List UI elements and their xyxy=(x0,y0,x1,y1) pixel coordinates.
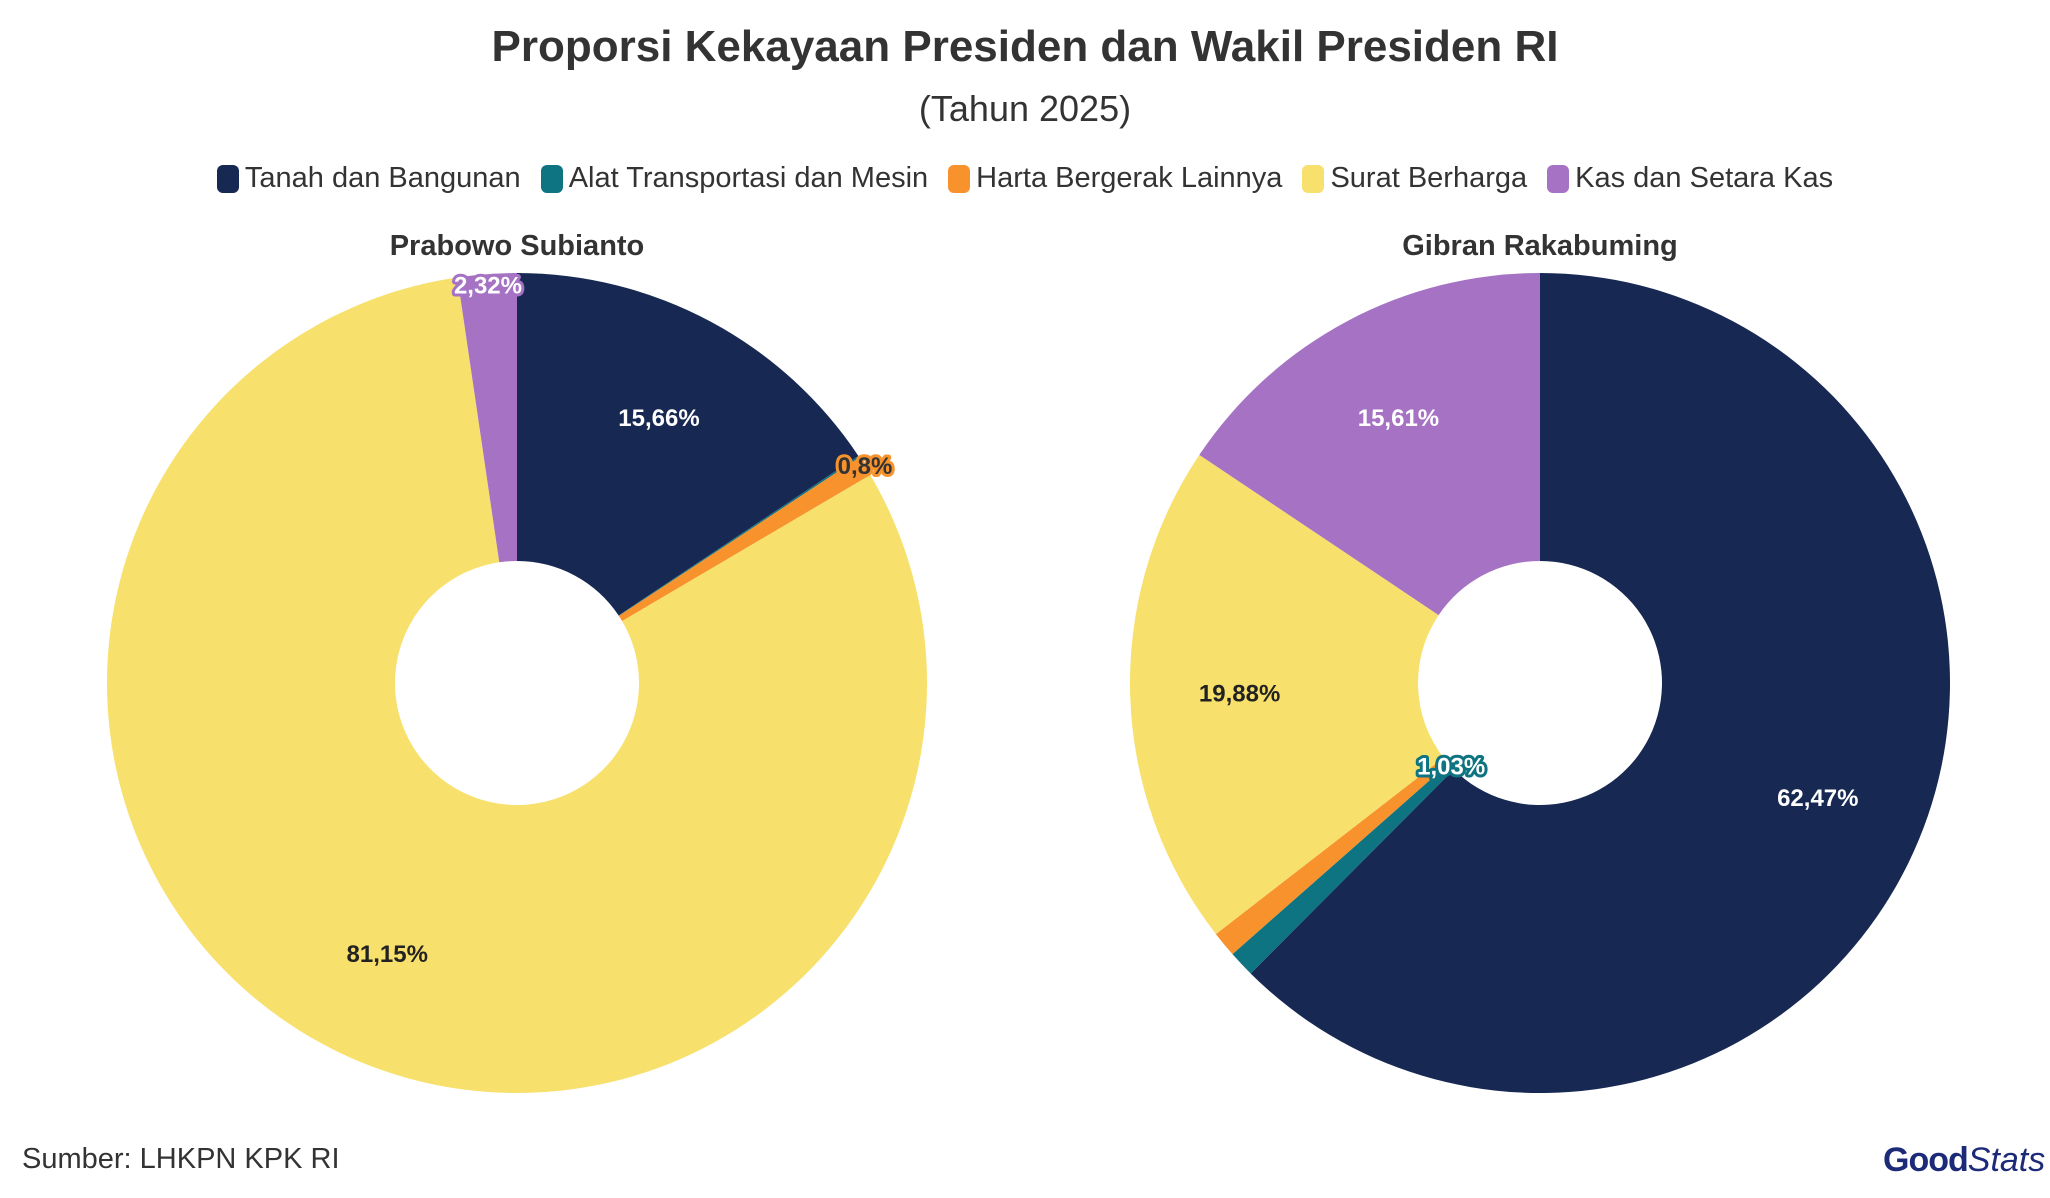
data-label-surat-berharga: 19,88% xyxy=(1199,680,1280,707)
legend-item-kas[interactable]: Kas dan Setara Kas xyxy=(1547,162,1833,195)
donut-chart-prabowo-subianto: Prabowo Subianto 15,66% 0,8% 81,15% 2,32% xyxy=(107,230,927,1093)
slice-alat-transportasi-dan-mesin[interactable] xyxy=(1232,763,1454,974)
slice-kas-dan-setara-kas[interactable] xyxy=(457,273,517,563)
legend-item-tanah[interactable]: Tanah dan Bangunan xyxy=(216,162,521,195)
data-label-surat-berharga: 81,15% xyxy=(347,941,428,968)
legend-label: Alat Transportasi dan Mesin xyxy=(568,162,929,194)
data-label-tanah-dan-bangunan: 62,47% xyxy=(1777,785,1858,812)
donut-title: Prabowo Subianto xyxy=(390,230,645,262)
source-note: Sumber: LHKPN KPK RI xyxy=(22,1143,340,1175)
slice-harta-bergerak-lainnya[interactable] xyxy=(1215,757,1449,955)
slice-kas-dan-setara-kas[interactable] xyxy=(1199,273,1540,616)
chart-title: Proporsi Kekayaan Presiden dan Wakil Pre… xyxy=(491,22,1559,71)
slice-harta-bergerak-lainnya[interactable] xyxy=(618,457,871,622)
slice-tanah-dan-bangunan[interactable] xyxy=(1250,273,1951,1094)
logo-part-good: Good xyxy=(1883,1141,1969,1179)
logo-part-stats: Stats xyxy=(1967,1141,2046,1179)
slice-tanah-dan-bangunan[interactable] xyxy=(517,273,859,616)
donut-title: Gibran Rakabuming xyxy=(1402,230,1678,262)
goodstats-logo: Good Stats xyxy=(1883,1130,2045,1180)
legend: Tanah dan Bangunan Alat Transportasi dan… xyxy=(0,162,2050,195)
legend-item-surat-berharga[interactable]: Surat Berharga xyxy=(1302,162,1527,195)
legend-swatch xyxy=(948,164,971,193)
legend-label: Kas dan Setara Kas xyxy=(1575,162,1834,194)
legend-swatch xyxy=(1302,164,1325,193)
data-label-harta-bergerak-lainnya: 0,8% xyxy=(838,453,893,480)
data-label-kas-dan-setara-kas: 2,32% xyxy=(454,273,522,300)
legend-label: Tanah dan Bangunan xyxy=(244,162,521,194)
legend-swatch xyxy=(1547,164,1570,193)
chart-subtitle: (Tahun 2025) xyxy=(918,88,1132,129)
slice-surat-berharga[interactable] xyxy=(107,277,927,1093)
data-label-tanah-dan-bangunan: 15,66% xyxy=(618,405,699,432)
legend-item-harta-bergerak[interactable]: Harta Bergerak Lainnya xyxy=(948,162,1282,195)
legend-label: Surat Berharga xyxy=(1330,162,1528,194)
slice-alat-transportasi-dan-mesin[interactable] xyxy=(618,455,860,616)
legend-item-transportasi[interactable]: Alat Transportasi dan Mesin xyxy=(540,162,929,195)
legend-swatch xyxy=(540,164,563,193)
legend-label: Harta Bergerak Lainnya xyxy=(976,162,1283,194)
slice-surat-berharga[interactable] xyxy=(1130,454,1444,935)
data-label-kas-dan-setara-kas: 15,61% xyxy=(1358,405,1439,432)
data-label-alat-transportasi-dan-mesin: 1,03% xyxy=(1417,754,1485,781)
donut-chart-gibran-rakabuming: Gibran Rakabuming 62,47% 1,03% 19,88% 15,61% xyxy=(1130,230,1951,1094)
legend-swatch xyxy=(216,164,239,193)
